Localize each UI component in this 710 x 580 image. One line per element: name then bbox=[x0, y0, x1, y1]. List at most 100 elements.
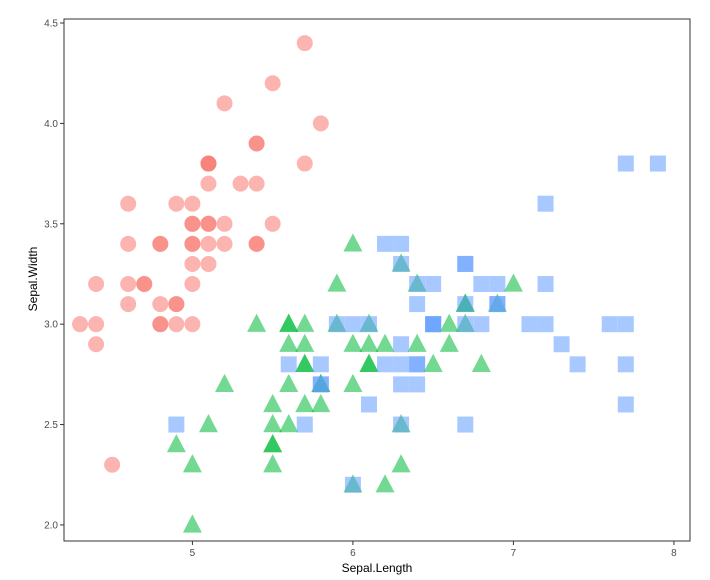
point-triangle-35 bbox=[343, 233, 363, 252]
y-tick-label: 3.5 bbox=[44, 219, 58, 230]
point-square-19 bbox=[344, 476, 361, 493]
x-axis: 5 6 7 8 bbox=[190, 541, 677, 559]
point-square-37 bbox=[409, 296, 426, 313]
point-square-29 bbox=[537, 316, 554, 333]
point-triangle-46 bbox=[295, 333, 315, 352]
point-triangle-40 bbox=[263, 393, 283, 413]
point-circle-23 bbox=[200, 255, 217, 272]
point-circle-4 bbox=[184, 195, 201, 212]
x-tick-label: 7 bbox=[511, 548, 517, 559]
point-square-15 bbox=[409, 276, 426, 293]
point-circle-37 bbox=[168, 195, 185, 212]
point-circle-25 bbox=[184, 316, 201, 333]
point-square-31 bbox=[649, 155, 666, 172]
point-triangle-43 bbox=[182, 454, 202, 473]
point-square-26 bbox=[377, 356, 394, 373]
y-tick-label: 4.5 bbox=[44, 19, 58, 30]
point-square-5 bbox=[601, 316, 618, 333]
point-circle-34 bbox=[168, 296, 185, 313]
point-square-10 bbox=[425, 276, 442, 293]
x-tick-label: 8 bbox=[671, 548, 677, 559]
point-triangle-25 bbox=[439, 313, 459, 332]
point-square-12 bbox=[473, 316, 490, 333]
point-circle-29 bbox=[136, 276, 153, 293]
point-circle-26 bbox=[184, 235, 201, 252]
point-triangle-28 bbox=[343, 333, 363, 352]
point-square-27 bbox=[360, 316, 377, 333]
point-circle-18 bbox=[296, 155, 313, 172]
point-square-11 bbox=[409, 376, 426, 393]
point-triangle-10 bbox=[182, 514, 202, 533]
point-triangle-3 bbox=[263, 454, 283, 473]
point-square-21 bbox=[280, 356, 297, 373]
point-circle-47 bbox=[120, 276, 137, 293]
point-circle-22 bbox=[120, 195, 137, 212]
point-circle-13 bbox=[72, 316, 89, 333]
point-square-41 bbox=[489, 296, 506, 313]
point-square-18 bbox=[617, 396, 634, 413]
point-circle-36 bbox=[264, 215, 281, 232]
y-axis-title: Sepal.Width bbox=[26, 247, 40, 312]
point-triangle-13 bbox=[359, 333, 379, 352]
point-circle-42 bbox=[88, 276, 105, 293]
point-circle-49 bbox=[184, 255, 201, 272]
point-triangle-24 bbox=[407, 333, 427, 352]
point-circle-38 bbox=[88, 316, 105, 333]
y-tick-label: 2.0 bbox=[44, 520, 58, 531]
point-circle-48 bbox=[232, 175, 249, 192]
point-circle-45 bbox=[152, 316, 169, 333]
point-triangle-8 bbox=[439, 333, 459, 352]
point-square-36 bbox=[393, 235, 410, 252]
point-triangle-7 bbox=[166, 434, 186, 453]
point-circle-15 bbox=[296, 35, 313, 52]
point-circle-41 bbox=[104, 456, 121, 473]
point-triangle-33 bbox=[343, 373, 363, 393]
point-circle-32 bbox=[216, 95, 233, 112]
point-triangle-38 bbox=[279, 313, 299, 332]
x-tick-label: 5 bbox=[190, 548, 196, 559]
point-square-38 bbox=[344, 316, 361, 333]
y-tick-label: 2.5 bbox=[44, 420, 58, 431]
point-square-44 bbox=[457, 255, 474, 272]
point-circle-3 bbox=[120, 296, 137, 313]
point-triangle-39 bbox=[263, 414, 283, 433]
point-triangle-31 bbox=[263, 434, 283, 453]
point-circle-28 bbox=[216, 235, 233, 252]
point-square-30 bbox=[569, 356, 586, 373]
point-circle-24 bbox=[152, 235, 169, 252]
point-square-13 bbox=[296, 416, 313, 433]
point-square-17 bbox=[617, 155, 634, 172]
point-triangle-9 bbox=[215, 373, 235, 393]
point-square-14 bbox=[312, 356, 329, 373]
point-square-32 bbox=[409, 356, 426, 373]
y-tick-label: 3.0 bbox=[44, 320, 58, 331]
point-square-20 bbox=[489, 276, 506, 293]
point-circle-46 bbox=[200, 155, 217, 172]
point-square-22 bbox=[617, 356, 634, 373]
point-square-48 bbox=[377, 235, 394, 252]
point-circle-27 bbox=[216, 215, 233, 232]
point-triangle-0 bbox=[503, 273, 523, 292]
point-circle-35 bbox=[184, 276, 201, 293]
point-square-42 bbox=[312, 376, 329, 393]
point-square-2 bbox=[521, 316, 538, 333]
point-square-0 bbox=[393, 255, 410, 272]
point-triangle-47 bbox=[375, 333, 395, 352]
point-circle-33 bbox=[264, 75, 281, 92]
point-triangle-49 bbox=[295, 353, 315, 372]
plot-panel bbox=[63, 18, 691, 542]
data-points bbox=[72, 35, 666, 533]
point-square-46 bbox=[393, 416, 410, 433]
point-triangle-19 bbox=[279, 414, 299, 433]
y-axis: 2.0 2.5 3.0 3.5 4.0 4.5 bbox=[44, 19, 64, 531]
point-square-49 bbox=[328, 316, 345, 333]
point-square-45 bbox=[457, 316, 474, 333]
point-square-43 bbox=[473, 276, 490, 293]
point-square-3 bbox=[393, 336, 410, 353]
point-square-33 bbox=[393, 356, 410, 373]
point-triangle-44 bbox=[279, 373, 299, 393]
point-square-25 bbox=[537, 276, 554, 293]
x-tick-label: 6 bbox=[350, 548, 356, 559]
point-square-35 bbox=[617, 316, 634, 333]
